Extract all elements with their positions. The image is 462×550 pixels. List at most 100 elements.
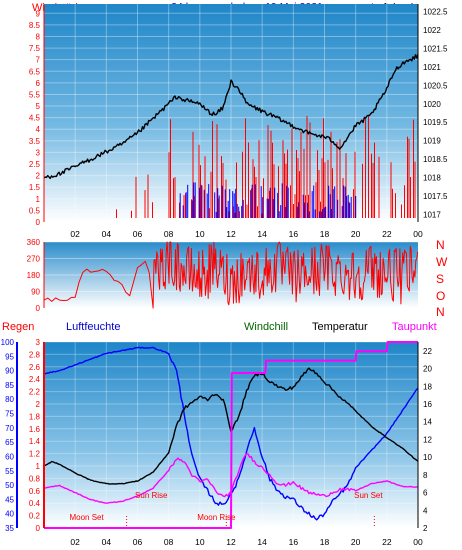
regen-label: Regen — [2, 321, 34, 333]
pressure-tick-label: 1022.5 — [423, 7, 448, 16]
humidity-tick-label: 35 — [5, 524, 14, 533]
wind-tick-label: 8 — [36, 32, 41, 41]
wind-pressure-plot-area — [44, 4, 418, 222]
wind-tick-label: 7 — [36, 56, 41, 65]
temperature-tick-label: 10 — [423, 453, 432, 462]
time-tick-label: 08 — [164, 537, 174, 547]
wind-direction-line — [43, 241, 419, 309]
humidity-tick-label: 70 — [5, 424, 14, 433]
time-tick-label: 04 — [102, 229, 112, 239]
compass-w: W — [436, 255, 448, 269]
compass-n-top: N — [436, 238, 445, 252]
time-tick-label: 20 — [351, 537, 361, 547]
time-tick-label: 14 — [257, 229, 267, 239]
pressure-tick-label: 1017 — [423, 211, 441, 220]
regen-tick-label: 0.2 — [29, 512, 41, 521]
regen-tick-label: 1.8 — [29, 412, 41, 421]
regen-tick-label: 1 — [36, 462, 41, 471]
luftfeuchte-label: Luftfeuchte — [66, 321, 120, 333]
wind-tick-label: 3 — [36, 148, 41, 157]
direction-tick-label: 270 — [27, 255, 41, 264]
time-tick-label: 18 — [320, 537, 330, 547]
pressure-series — [43, 53, 419, 180]
wind-tick-label: 5 — [36, 102, 41, 111]
temperature-tick-label: 12 — [423, 435, 432, 444]
wind-bars — [116, 116, 416, 218]
wind-tick-label: 1.5 — [29, 183, 41, 192]
wind-tick-label: 0 — [36, 218, 41, 227]
time-tick-label: 20 — [351, 229, 361, 239]
pressure-tick-label: 1020.5 — [423, 81, 448, 90]
regen-tick-label: 2 — [36, 400, 41, 409]
regen-tick-label: 0.4 — [29, 499, 41, 508]
humidity-tick-label: 100 — [1, 338, 15, 347]
moon-rise-label: Moon Rise — [197, 513, 236, 522]
regen-tick-label: 0 — [36, 524, 41, 533]
time-tick-label: 00 — [413, 229, 423, 239]
humidity-tick-label: 55 — [5, 467, 14, 476]
temperature-tick-label: 6 — [423, 489, 428, 498]
regen-tick-label: 0.8 — [29, 474, 41, 483]
time-tick-label: 16 — [289, 537, 299, 547]
wind-tick-label: 3.5 — [29, 137, 41, 146]
time-tick-label: 14 — [257, 537, 267, 547]
temperature-axis-labels: 2 4 6 8 10 12 14 16 18 20 22 — [423, 347, 432, 533]
wind-tick-label: 5.5 — [29, 90, 41, 99]
direction-axis-labels: 0 90 180 270 360 — [27, 238, 41, 313]
humidity-tick-label: 65 — [5, 438, 14, 447]
time-tick-label: 12 — [226, 229, 236, 239]
regen-tick-label: 2.6 — [29, 363, 41, 372]
wind-tick-label: 1 — [36, 195, 41, 204]
temperature-tick-label: 18 — [423, 382, 432, 391]
direction-tick-label: 360 — [27, 238, 41, 247]
temperature-tick-label: 16 — [423, 400, 432, 409]
temperature-tick-label: 20 — [423, 365, 432, 374]
wind-direction-series — [43, 241, 419, 309]
sun-moon-annotations: Moon Set Sun Rise Moon Rise Sun Set — [69, 491, 383, 528]
time-axis-labels-bottom: 02 04 06 08 10 12 14 16 18 20 22 00 — [70, 537, 423, 547]
humidity-tick-label: 50 — [5, 481, 14, 490]
time-tick-label: 10 — [195, 229, 205, 239]
compass-s: S — [436, 272, 444, 286]
regen-tick-label: 1.6 — [29, 425, 41, 434]
direction-tick-label: 0 — [36, 304, 41, 313]
time-tick-label: 02 — [70, 229, 80, 239]
pressure-tick-label: 1020 — [423, 100, 441, 109]
humidity-tick-label: 75 — [5, 410, 14, 419]
time-tick-label: 10 — [195, 537, 205, 547]
wind-direction-plot-area — [44, 242, 418, 308]
direction-tick-label: 180 — [27, 271, 41, 280]
humidity-tick-label: 95 — [5, 352, 14, 361]
climate-series — [43, 341, 419, 529]
time-tick-label: 18 — [320, 229, 330, 239]
direction-tick-label: 90 — [31, 288, 40, 297]
time-tick-label: 06 — [133, 537, 143, 547]
sun-set-label: Sun Set — [354, 491, 383, 500]
pressure-tick-label: 1021 — [423, 63, 441, 72]
time-tick-label: 02 — [70, 537, 80, 547]
time-tick-label: 22 — [382, 229, 392, 239]
humidity-tick-label: 40 — [5, 510, 14, 519]
wind-tick-label: 6 — [36, 79, 41, 88]
wind-tick-label: 0.5 — [29, 206, 41, 215]
time-tick-label: 06 — [133, 229, 143, 239]
windchill-label: Windchill — [244, 321, 288, 333]
regen-tick-label: 2.4 — [29, 375, 41, 384]
wind-tick-label: 8.5 — [29, 21, 41, 30]
temperature-tick-label: 8 — [423, 471, 428, 480]
time-axis-labels-top: 02 04 06 08 10 12 14 16 18 20 22 00 — [70, 229, 423, 239]
temperatur-label: Temperatur — [312, 321, 368, 333]
humidity-tick-label: 60 — [5, 452, 14, 461]
humidity-tick-label: 80 — [5, 395, 14, 404]
wind-axis-labels: 0 0.5 1 1.5 2 2.5 3 3.5 4 4.5 5 5.5 6 6.5 7 7.5 8 8.5 9 — [29, 9, 41, 227]
humidity-axis-labels: 35 40 45 50 55 60 65 70 75 80 85 90 95 100 — [1, 338, 15, 533]
time-tick-label: 04 — [102, 537, 112, 547]
humidity-tick-label: 45 — [5, 495, 14, 504]
pressure-axis-labels: 1017 1017.5 1018 1018.5 1019 1019.5 1020 1020.5… — [423, 7, 448, 219]
temperature-tick-label: 22 — [423, 347, 432, 356]
temperature-tick-label: 14 — [423, 418, 432, 427]
wind-tick-label: 2.5 — [29, 160, 41, 169]
wind-tick-label: 2 — [36, 172, 41, 181]
temperature-tick-label: 2 — [423, 524, 428, 533]
regen-tick-label: 1.2 — [29, 450, 41, 459]
